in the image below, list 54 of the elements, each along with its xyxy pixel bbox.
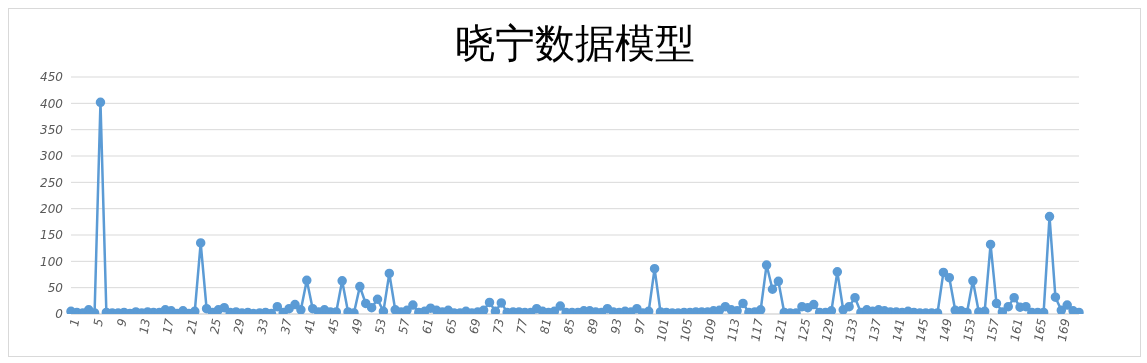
x-tick-label: 125: [795, 317, 814, 343]
x-tick-label: 1: [67, 317, 83, 328]
y-tick-label: 450: [40, 70, 64, 85]
x-tick-label: 121: [771, 317, 790, 343]
y-tick-label: 300: [40, 149, 64, 164]
x-tick-label: 69: [466, 317, 484, 336]
x-tick-label: 137: [866, 317, 885, 343]
x-tick-label: 49: [348, 317, 366, 336]
x-tick-label: 25: [207, 317, 224, 336]
y-tick-label: 400: [40, 96, 64, 111]
x-tick-label: 101: [654, 317, 672, 343]
x-tick-label: 29: [230, 317, 248, 336]
x-tick-label: 37: [278, 317, 295, 336]
y-tick-label: 100: [40, 254, 64, 269]
x-tick-label: 133: [842, 317, 861, 343]
chart-title: 晓宁数据模型: [453, 19, 696, 68]
x-tick-label: 89: [584, 317, 602, 336]
x-tick-label: 113: [724, 317, 743, 343]
x-tick-label: 97: [631, 317, 649, 336]
x-tick-label: 141: [889, 317, 908, 343]
x-tick-label: 157: [984, 317, 1002, 343]
x-tick-label: 85: [561, 317, 578, 336]
x-tick-label: 93: [608, 317, 625, 336]
x-tick-label: 61: [419, 317, 437, 336]
x-tick-label: 165: [1031, 317, 1050, 343]
y-tick-label: 0: [55, 307, 64, 322]
x-tick-label: 65: [443, 317, 460, 336]
x-tick-label: 17: [160, 317, 177, 336]
x-tick-label: 13: [136, 317, 154, 336]
x-tick-label: 153: [960, 317, 979, 343]
x-tick-label: 33: [254, 317, 271, 336]
x-tick-label: 145: [913, 317, 932, 343]
x-tick-label: 5: [90, 317, 106, 328]
x-tick-label: 41: [301, 317, 319, 336]
x-tick-label: 53: [372, 317, 389, 336]
x-tick-label: 45: [325, 317, 342, 336]
x-tick-label: 161: [1007, 317, 1026, 343]
x-tick-label: 77: [513, 317, 531, 336]
x-tick-label: 73: [490, 317, 507, 336]
x-tick-label: 109: [701, 317, 719, 343]
x-tick-label: 9: [114, 317, 130, 328]
x-tick-label: 81: [537, 317, 554, 336]
x-tick-label: 21: [183, 317, 201, 336]
y-tick-label: 250: [40, 175, 64, 190]
x-tick-label: 117: [748, 317, 767, 343]
x-tick-label: 57: [396, 317, 413, 336]
y-tick-label: 150: [40, 228, 64, 243]
x-tick-label: 105: [677, 317, 696, 343]
y-tick-label: 200: [40, 201, 64, 216]
y-tick-label: 350: [40, 122, 64, 137]
x-tick-label: 149: [937, 317, 955, 343]
x-tick-label: 129: [819, 317, 837, 343]
x-tick-label: 169: [1054, 317, 1073, 343]
y-tick-label: 50: [47, 280, 64, 295]
